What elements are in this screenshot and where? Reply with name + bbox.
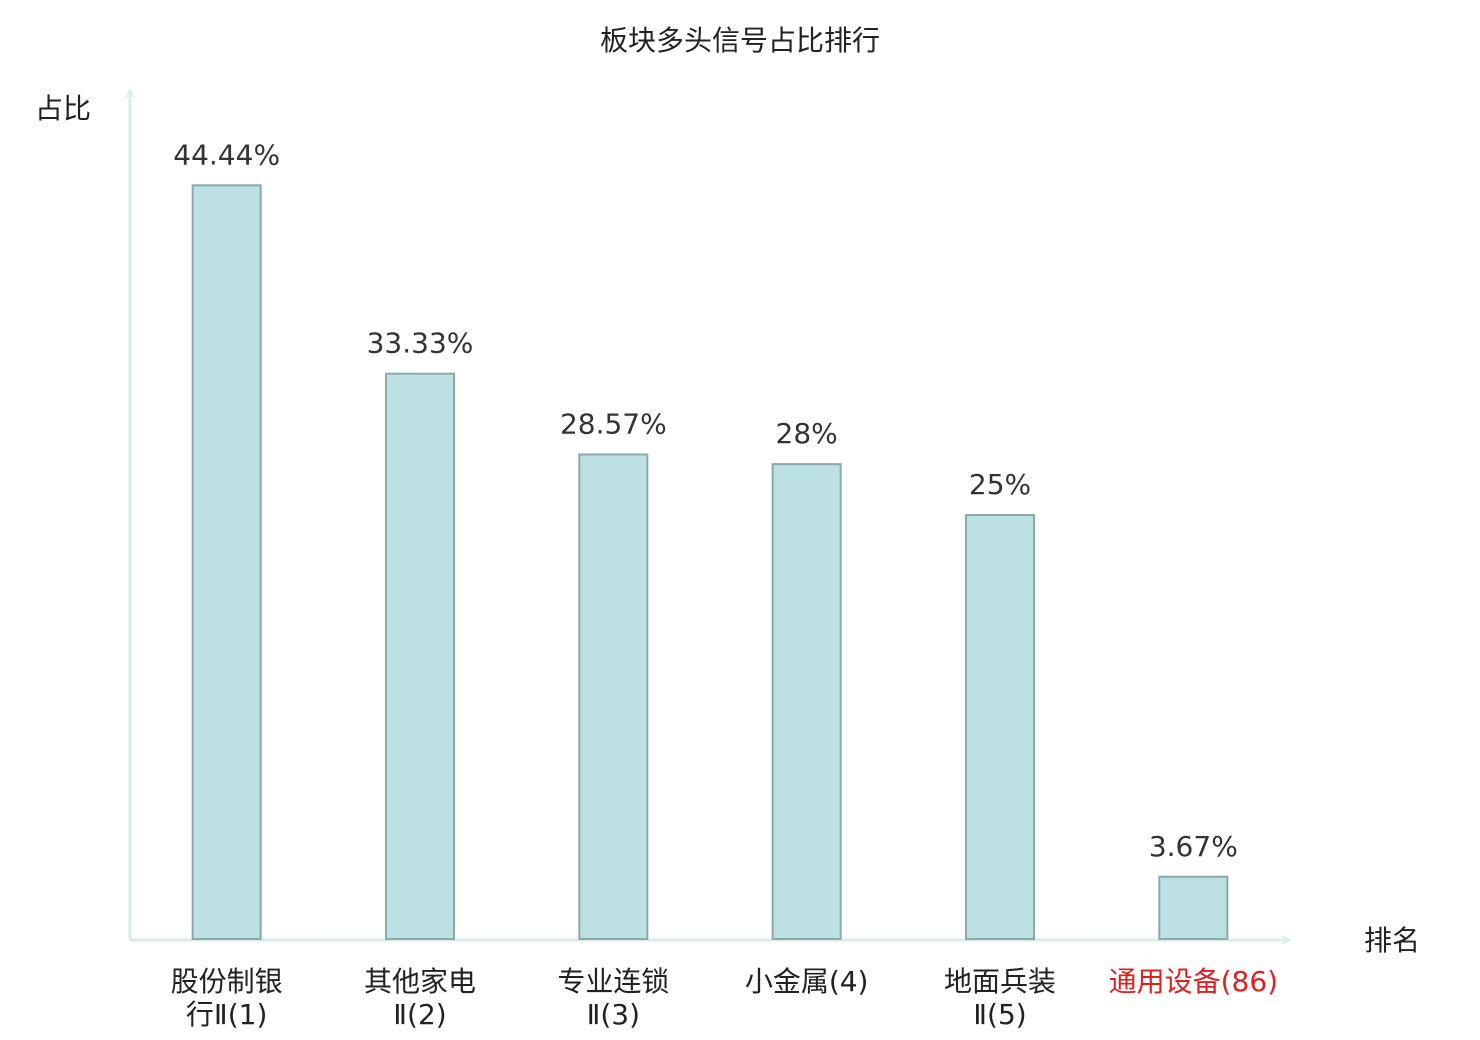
value-label: 3.67% bbox=[1149, 830, 1238, 863]
y-axis-label: 占比 bbox=[35, 92, 91, 125]
bar bbox=[578, 453, 649, 940]
bar bbox=[1158, 875, 1229, 940]
value-label: 28% bbox=[776, 417, 838, 450]
x-tick-label: 小金属(4) bbox=[744, 965, 869, 998]
value-label: 33.33% bbox=[367, 327, 474, 360]
x-tick-label: 专业连锁 Ⅱ(3) bbox=[557, 965, 670, 1031]
bar bbox=[771, 463, 842, 940]
bar bbox=[965, 514, 1035, 940]
bar bbox=[191, 184, 262, 940]
x-axis-label: 排名 bbox=[1364, 924, 1420, 957]
x-tick-label: 股份制银 行Ⅱ(1) bbox=[170, 965, 283, 1031]
bar bbox=[385, 372, 455, 940]
x-tick-label: 通用设备(86) bbox=[1108, 965, 1279, 998]
value-label: 25% bbox=[969, 468, 1031, 501]
chart-title: 板块多头信号占比排行 bbox=[600, 24, 880, 57]
x-tick-label: 其他家电 Ⅱ(2) bbox=[363, 965, 476, 1031]
value-label: 44.44% bbox=[173, 138, 280, 171]
value-label: 28.57% bbox=[560, 407, 667, 440]
x-tick-label: 地面兵装 Ⅱ(5) bbox=[943, 965, 1056, 1031]
